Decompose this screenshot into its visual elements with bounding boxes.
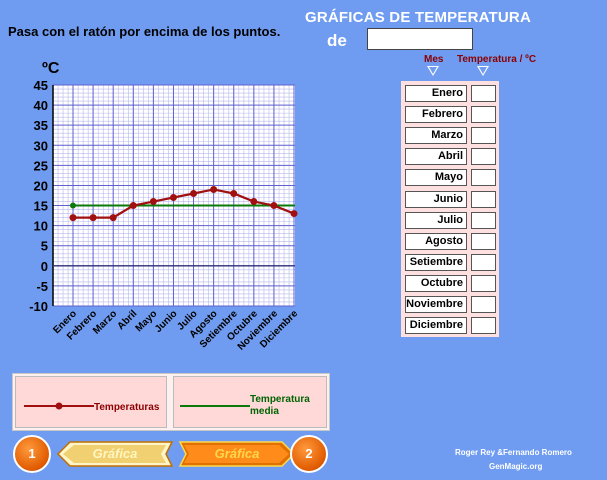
y-tick-label: 35 [34, 118, 48, 133]
y-tick-label: 5 [41, 239, 48, 254]
page-2-button[interactable]: 2 [290, 435, 328, 473]
header-month: Mes [424, 54, 444, 65]
temperature-cell-2[interactable] [471, 106, 496, 124]
data-table [401, 81, 499, 337]
month-row-1: Enero [405, 85, 467, 102]
temperature-line-icon [24, 402, 94, 410]
temperature-cell-1[interactable] [471, 85, 496, 102]
temperature-cell-9[interactable] [471, 253, 496, 271]
legend-average-label: Temperatura media [250, 394, 310, 418]
temperature-point[interactable] [129, 202, 137, 210]
temperature-point[interactable] [69, 214, 77, 222]
header-temperature: Temperatura / ºC [457, 54, 537, 65]
month-row-10: Octubre [405, 274, 467, 292]
de-label: de [327, 31, 347, 50]
arrow-right-icon [178, 441, 296, 467]
next-chart-button[interactable]: Gráfica [178, 441, 296, 467]
y-tick-label: -10 [29, 299, 48, 314]
next-chart-label: Gráfica [214, 446, 260, 461]
previous-chart-label: Gráfica [92, 446, 138, 461]
y-tick-label: 0 [41, 259, 48, 274]
credits-authors: Roger Rey &Fernando Romero [455, 448, 572, 457]
y-tick-label: 40 [34, 98, 48, 113]
legend: Temperaturas Temperatura media [12, 373, 330, 431]
temperature-cell-3[interactable] [471, 127, 496, 145]
legend-average-line1: Temperatura [250, 394, 310, 405]
arrow-left-icon [56, 441, 174, 467]
temperature-point[interactable] [210, 185, 218, 193]
temperature-cell-8[interactable] [471, 232, 496, 250]
average-line-icon [180, 405, 250, 407]
temperature-point[interactable] [270, 202, 278, 210]
legend-temperatures-label: Temperaturas [94, 402, 160, 413]
month-row-6: Junio [405, 190, 467, 208]
temperature-chart: 454035302520151050-5-10EneroFebreroMarzo… [29, 78, 300, 353]
temperature-cell-12[interactable] [471, 317, 496, 335]
month-row-11: Noviembre [405, 296, 467, 313]
temperature-point[interactable] [250, 198, 258, 206]
y-tick-label: 45 [34, 78, 48, 93]
temperature-point[interactable] [149, 198, 157, 206]
instruction-text: Pasa con el ratón por encima de los punt… [8, 24, 281, 39]
page-1-button[interactable]: 1 [13, 435, 51, 473]
temperature-point[interactable] [290, 210, 298, 218]
month-row-12: Diciembre [405, 317, 467, 335]
y-tick-label: 30 [34, 138, 48, 153]
month-row-3: Marzo [405, 127, 467, 145]
sort-month-icon[interactable] [427, 66, 439, 76]
y-tick-label: 20 [34, 178, 48, 193]
month-row-2: Febrero [405, 106, 467, 124]
month-row-7: Julio [405, 211, 467, 229]
temperature-cell-7[interactable] [471, 211, 496, 229]
temperature-point[interactable] [89, 214, 97, 222]
temperature-cell-4[interactable] [471, 148, 496, 166]
credits-site: GenMagic.org [489, 462, 543, 471]
app-title: GRÁFICAS DE TEMPERATURA [305, 9, 531, 26]
city-input[interactable] [367, 28, 473, 50]
average-point [70, 202, 76, 209]
temperature-point[interactable] [230, 189, 238, 197]
temperature-cell-11[interactable] [471, 296, 496, 313]
y-tick-label: 10 [34, 219, 48, 234]
legend-temperatures[interactable]: Temperaturas [15, 376, 167, 428]
legend-average[interactable]: Temperatura media [173, 376, 327, 428]
month-row-5: Mayo [405, 169, 467, 187]
sort-temperature-icon[interactable] [477, 66, 489, 76]
month-row-9: Setiembre [405, 253, 467, 271]
temperature-point[interactable] [190, 189, 198, 197]
x-tick-label: Junio [153, 308, 180, 335]
unit-label: ºC [42, 60, 60, 77]
legend-average-line2: media [250, 406, 279, 417]
month-row-4: Abril [405, 148, 467, 166]
y-tick-label: 15 [34, 199, 48, 214]
month-row-8: Agosto [405, 232, 467, 250]
temperature-cell-10[interactable] [471, 274, 496, 292]
temperature-point[interactable] [109, 214, 117, 222]
y-tick-label: -5 [36, 279, 48, 294]
temperature-cell-5[interactable] [471, 169, 496, 187]
temperature-cell-6[interactable] [471, 190, 496, 208]
y-tick-label: 25 [34, 158, 48, 173]
temperature-point[interactable] [169, 194, 177, 202]
previous-chart-button[interactable]: Gráfica [56, 441, 174, 467]
